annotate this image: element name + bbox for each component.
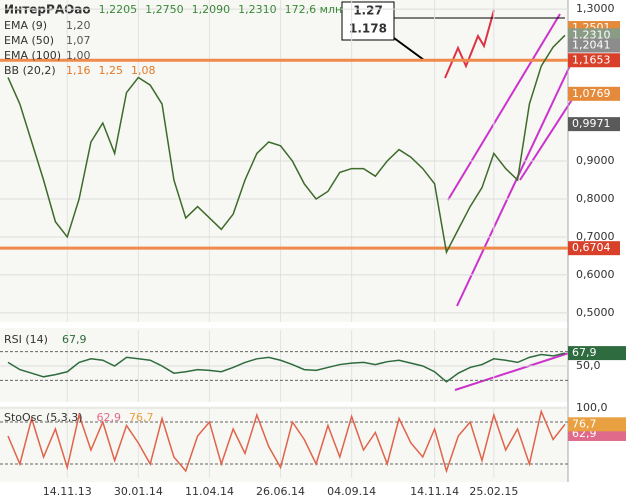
quote-value: 1,2090 [192, 3, 231, 16]
quote-value: 1,2310 [238, 3, 277, 16]
trendlines [444, 9, 576, 391]
sto-panel [0, 406, 568, 482]
price-label: 0,6704 [572, 241, 611, 254]
quote-value: 172,6 млн [285, 3, 343, 16]
legend-value: 67,9 [62, 333, 87, 346]
price-label: 0,9971 [572, 117, 611, 130]
current-value-label: 76,7 [572, 417, 597, 430]
price-label: 1,1653 [572, 53, 611, 66]
indicator-value: 1,25 [99, 64, 124, 77]
annotation-label: 1.27 [353, 4, 383, 18]
indicator-value: 1,08 [131, 64, 156, 77]
annotation: 1.27 1.178 [341, 1, 565, 61]
x-tick-label: 26.06.14 [256, 485, 305, 498]
price-label-box [568, 117, 620, 132]
price-label: 1,0769 [572, 87, 611, 100]
x-tick-label: 14.11.14 [410, 485, 459, 498]
y-tick-label: 50,0 [576, 359, 601, 372]
y-tick-label: 0,7000 [576, 230, 615, 243]
x-tick-label: 25.02.15 [469, 485, 518, 498]
indicator-value: 1,00 [66, 49, 91, 62]
series-line [7, 34, 566, 255]
y-tick-label: 0,9000 [576, 154, 615, 167]
annotation-label: 1.178 [349, 22, 387, 36]
indicator-name: EMA (50) [4, 34, 54, 47]
series-line [7, 352, 566, 383]
indicator-value: 1,20 [66, 19, 91, 32]
x-tick-label: 11.04.14 [185, 485, 234, 498]
indicator-name: BB (20,2) [4, 64, 56, 77]
price-label-box [568, 241, 620, 256]
price-label-box [568, 53, 620, 68]
legend-title: RSI (14) [4, 333, 48, 346]
y-tick-label: 0,5000 [576, 306, 615, 319]
price-label: 1,2310 [572, 28, 611, 41]
quote-value: 1,2205 [99, 3, 138, 16]
legend-value: 62,9 [97, 411, 122, 424]
x-tick-label: 30.01.14 [114, 485, 163, 498]
indicator-value: 1,07 [66, 34, 91, 47]
rsi-panel [0, 328, 568, 402]
price-label: 1,2041 [572, 39, 611, 52]
current-value-box [568, 346, 626, 361]
current-value-label: 67,9 [572, 346, 597, 359]
price-label-box [568, 38, 620, 53]
indicator-name: EMA (100) [4, 49, 61, 62]
current-value-box [568, 417, 626, 432]
y-tick-label: 100,0 [576, 401, 608, 414]
y-tick-label: 0,8000 [576, 192, 615, 205]
y-tick-label: 0,6000 [576, 268, 615, 281]
x-tick-label: 04.09.14 [327, 485, 376, 498]
quote-value: 1,2750 [145, 3, 184, 16]
series-line [7, 409, 566, 474]
y-tick-label: 1,3000 [576, 2, 615, 15]
price-label-box [568, 86, 620, 101]
legend-value: 76,7 [129, 411, 154, 424]
indicator-name: EMA (9) [4, 19, 47, 32]
indicator-value: 1,16 [66, 64, 91, 77]
legend-title: StoOsc (5,3,3) [4, 411, 83, 424]
x-tick-label: 14.11.13 [43, 485, 92, 498]
